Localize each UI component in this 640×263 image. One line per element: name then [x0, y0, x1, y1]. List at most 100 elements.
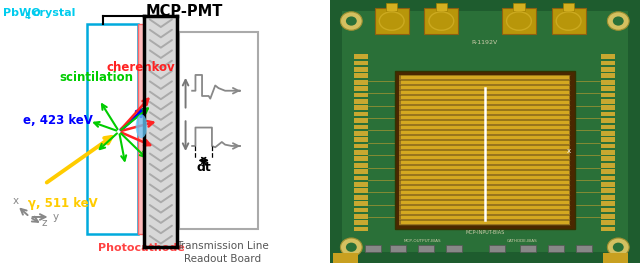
Ellipse shape	[613, 16, 624, 26]
Bar	[355, 156, 369, 161]
Bar	[601, 182, 615, 187]
Bar	[601, 227, 615, 231]
Bar	[601, 188, 615, 193]
Bar	[355, 182, 369, 187]
Bar	[401, 80, 568, 84]
Bar	[601, 137, 615, 142]
Bar	[418, 245, 433, 252]
Bar	[399, 75, 570, 225]
Text: γ, 511 keV: γ, 511 keV	[28, 197, 98, 210]
Bar	[563, 3, 574, 11]
Bar	[401, 220, 568, 224]
Bar	[355, 214, 369, 219]
Text: PbWO: PbWO	[3, 8, 41, 18]
Bar	[355, 220, 369, 225]
Bar	[601, 144, 615, 148]
Ellipse shape	[340, 12, 362, 30]
Bar	[601, 67, 615, 72]
Ellipse shape	[136, 114, 147, 138]
Bar	[355, 118, 369, 123]
Text: MCP-OUTPUT-BIAS: MCP-OUTPUT-BIAS	[404, 239, 442, 243]
Bar	[401, 85, 568, 89]
Ellipse shape	[607, 12, 629, 30]
Text: MCP-INPUT-BIAS: MCP-INPUT-BIAS	[465, 230, 504, 235]
Bar	[601, 150, 615, 155]
Bar	[601, 208, 615, 212]
Bar	[601, 86, 615, 91]
Bar	[401, 100, 568, 104]
Bar	[355, 195, 369, 200]
Bar	[601, 54, 615, 59]
Bar	[390, 245, 406, 252]
Text: dt: dt	[196, 161, 211, 174]
Bar	[401, 105, 568, 109]
Bar	[401, 155, 568, 159]
Bar	[138, 24, 145, 234]
Bar	[601, 118, 615, 123]
Text: CATHODE-BIAS: CATHODE-BIAS	[507, 239, 538, 243]
Bar	[355, 176, 369, 180]
Bar	[355, 208, 369, 212]
Bar	[87, 24, 138, 234]
Bar	[446, 245, 461, 252]
Bar	[401, 190, 568, 194]
Ellipse shape	[607, 238, 629, 256]
Ellipse shape	[340, 238, 362, 256]
Text: Transmission Line: Transmission Line	[176, 241, 269, 251]
Ellipse shape	[613, 242, 624, 252]
Bar	[401, 120, 568, 124]
Bar	[548, 245, 564, 252]
Text: 4: 4	[24, 12, 30, 21]
Text: scintilation: scintilation	[59, 71, 133, 84]
Bar	[401, 135, 568, 139]
Bar	[355, 227, 369, 231]
Bar	[601, 93, 615, 97]
Bar	[401, 200, 568, 204]
Bar	[355, 80, 369, 84]
Bar	[601, 163, 615, 168]
Bar	[601, 99, 615, 104]
Bar	[179, 32, 258, 229]
Bar	[355, 201, 369, 206]
Bar	[401, 215, 568, 219]
Bar	[355, 188, 369, 193]
Ellipse shape	[346, 242, 356, 252]
Bar	[355, 54, 369, 59]
Bar	[401, 145, 568, 149]
Text: MCP-PMT: MCP-PMT	[146, 4, 223, 19]
Bar	[601, 80, 615, 84]
Bar	[355, 144, 369, 148]
Bar	[401, 165, 568, 169]
Bar	[355, 124, 369, 129]
Bar	[520, 245, 536, 252]
Text: R-1192V: R-1192V	[472, 39, 498, 45]
Bar	[355, 86, 369, 91]
Bar	[601, 73, 615, 78]
Bar	[601, 124, 615, 129]
Bar	[601, 112, 615, 117]
Ellipse shape	[346, 16, 356, 26]
Bar	[601, 201, 615, 206]
Bar	[401, 210, 568, 214]
Bar	[502, 8, 536, 34]
Bar	[601, 61, 615, 65]
Bar	[401, 150, 568, 154]
Bar	[401, 170, 568, 174]
Text: e, 423 keV: e, 423 keV	[23, 114, 93, 128]
Bar	[355, 163, 369, 168]
Bar	[401, 175, 568, 179]
Text: y: y	[52, 212, 59, 222]
Text: cherenkov: cherenkov	[106, 61, 175, 74]
Bar	[365, 245, 381, 252]
Bar	[401, 180, 568, 184]
Bar	[355, 137, 369, 142]
Bar	[424, 8, 458, 34]
Bar	[333, 253, 358, 263]
Bar	[355, 112, 369, 117]
Bar	[355, 67, 369, 72]
Bar	[355, 93, 369, 97]
Bar	[401, 95, 568, 99]
Bar	[145, 16, 177, 247]
Text: Photocathode: Photocathode	[98, 243, 185, 253]
Text: x: x	[567, 148, 571, 154]
